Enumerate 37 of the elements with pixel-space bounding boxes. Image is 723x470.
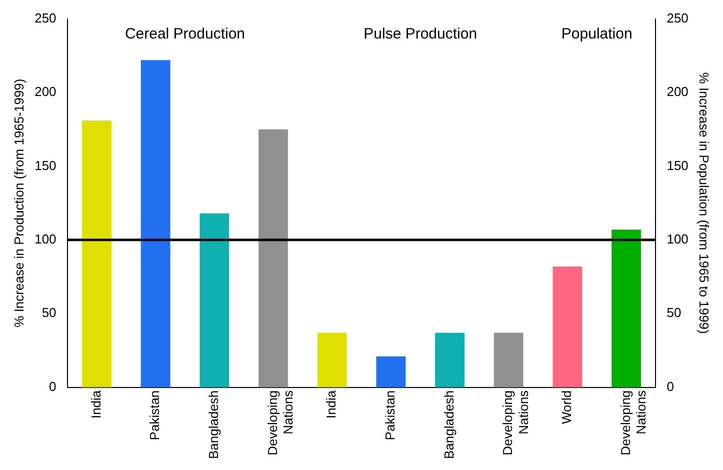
- bar: [317, 332, 347, 388]
- bar: [494, 332, 524, 388]
- y2-tick-label: 150: [666, 158, 688, 173]
- y-axis-title: % Increase in Production (from 1965-1999): [11, 78, 26, 328]
- bar: [140, 60, 170, 388]
- bar: [200, 213, 230, 388]
- y2-tick-label: 0: [666, 378, 674, 394]
- annotation: Pulse Production: [364, 25, 478, 42]
- bar: [258, 129, 288, 388]
- bar: [435, 332, 464, 388]
- annotation: Cereal Production: [124, 25, 246, 42]
- y-tick-label: 0: [49, 378, 56, 394]
- y2-tick-label: 250: [666, 10, 688, 26]
- y2-tick-label: 100: [666, 231, 688, 246]
- x-tick-label: Developing Nations: [618, 390, 648, 456]
- x-tick-label: Developing Nations: [500, 390, 531, 456]
- x-tick-label: Pakistan: [147, 390, 162, 440]
- y-tick-label: 100: [34, 231, 56, 246]
- y-tick-label: 150: [34, 158, 56, 173]
- x-tick-label: World: [559, 390, 574, 424]
- x-tick-label: Developing Nations: [264, 390, 296, 456]
- bar: [376, 356, 406, 388]
- y2-tick-label: 50: [666, 305, 682, 320]
- y2-tick-label: 200: [666, 84, 688, 100]
- x-tick-label: Bangladesh: [441, 390, 456, 460]
- y2-axis-title: % Increase in Population (from 1965 to 1999): [696, 72, 712, 334]
- y-tick-label: 50: [42, 305, 56, 320]
- bar: [552, 266, 582, 388]
- y-tick-label: 200: [34, 84, 56, 100]
- y-tick-label: 250: [34, 10, 56, 26]
- x-tick-label: Pakistan: [382, 390, 398, 440]
- bar: [612, 230, 641, 388]
- bar: [82, 120, 112, 388]
- x-tick-label: Bangladesh: [206, 390, 221, 460]
- x-tick-label: India: [324, 390, 339, 419]
- x-tick-label: India: [88, 390, 104, 419]
- annotation: Population: [561, 25, 632, 42]
